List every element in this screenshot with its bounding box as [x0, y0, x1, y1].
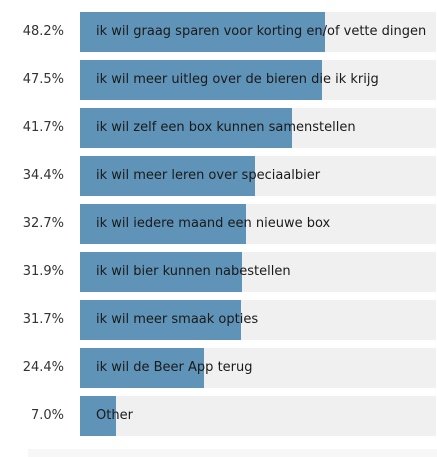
- value-label: 7.0%: [30, 408, 64, 423]
- bar-track: Other: [80, 396, 436, 436]
- bar-track: ik wil bier kunnen nabestellen: [80, 252, 436, 292]
- bar-track: ik wil meer smaak opties: [80, 300, 436, 340]
- value-label: 31.9%: [22, 264, 64, 279]
- category-label: ik wil meer leren over speciaalbier: [96, 168, 321, 183]
- bar-track: ik wil meer uitleg over de bieren die ik…: [80, 60, 436, 100]
- bar-row: 24.4% ik wil de Beer App terug: [0, 348, 437, 388]
- bar: [80, 252, 242, 292]
- bar-track: ik wil iedere maand een nieuwe box: [80, 204, 436, 244]
- bar: [80, 60, 322, 100]
- bar: [80, 204, 246, 244]
- value-label: 34.4%: [22, 168, 64, 183]
- value-label: 24.4%: [22, 360, 64, 375]
- bar-row: 7.0% Other: [0, 396, 437, 436]
- bar-row: 41.7% ik wil zelf een box kunnen samenste…: [0, 108, 437, 148]
- bar-row: 47.5% ik wil meer uitleg over de bieren d…: [0, 60, 437, 100]
- category-label: ik wil iedere maand een nieuwe box: [96, 216, 331, 231]
- bar-row: 31.7% ik wil meer smaak opties: [0, 300, 437, 340]
- category-label: Other: [96, 408, 133, 423]
- bar: [80, 348, 204, 388]
- value-label: 41.7%: [22, 120, 64, 135]
- value-label: 31.7%: [22, 312, 64, 327]
- bar-row: 32.7% ik wil iedere maand een nieuwe box: [0, 204, 437, 244]
- bar-track: ik wil de Beer App terug: [80, 348, 436, 388]
- value-label: 48.2%: [22, 24, 64, 39]
- bar-row: 31.9% ik wil bier kunnen nabestellen: [0, 252, 437, 292]
- bar: [80, 12, 325, 52]
- bar-track: ik wil meer leren over speciaalbier: [80, 156, 436, 196]
- category-label: ik wil meer uitleg over de bieren die ik…: [96, 72, 379, 87]
- footer-strip: [28, 449, 437, 457]
- bar-row: 34.4% ik wil meer leren over speciaalbier: [0, 156, 437, 196]
- bar: [80, 156, 255, 196]
- bar: [80, 300, 241, 340]
- bar: [80, 396, 116, 436]
- value-label: 47.5%: [22, 72, 64, 87]
- bar: [80, 108, 292, 148]
- value-label: 32.7%: [22, 216, 64, 231]
- bar-track: ik wil graag sparen voor korting en/of v…: [80, 12, 436, 52]
- bar-track: ik wil zelf een box kunnen samenstellen: [80, 108, 436, 148]
- category-label: ik wil bier kunnen nabestellen: [96, 264, 291, 279]
- bar-row: 48.2% ik wil graag sparen voor korting en…: [0, 12, 437, 52]
- category-label: ik wil meer smaak opties: [96, 312, 259, 327]
- category-label: ik wil graag sparen voor korting en/of v…: [96, 24, 427, 39]
- category-label: ik wil de Beer App terug: [96, 360, 253, 375]
- category-label: ik wil zelf een box kunnen samenstellen: [96, 120, 356, 135]
